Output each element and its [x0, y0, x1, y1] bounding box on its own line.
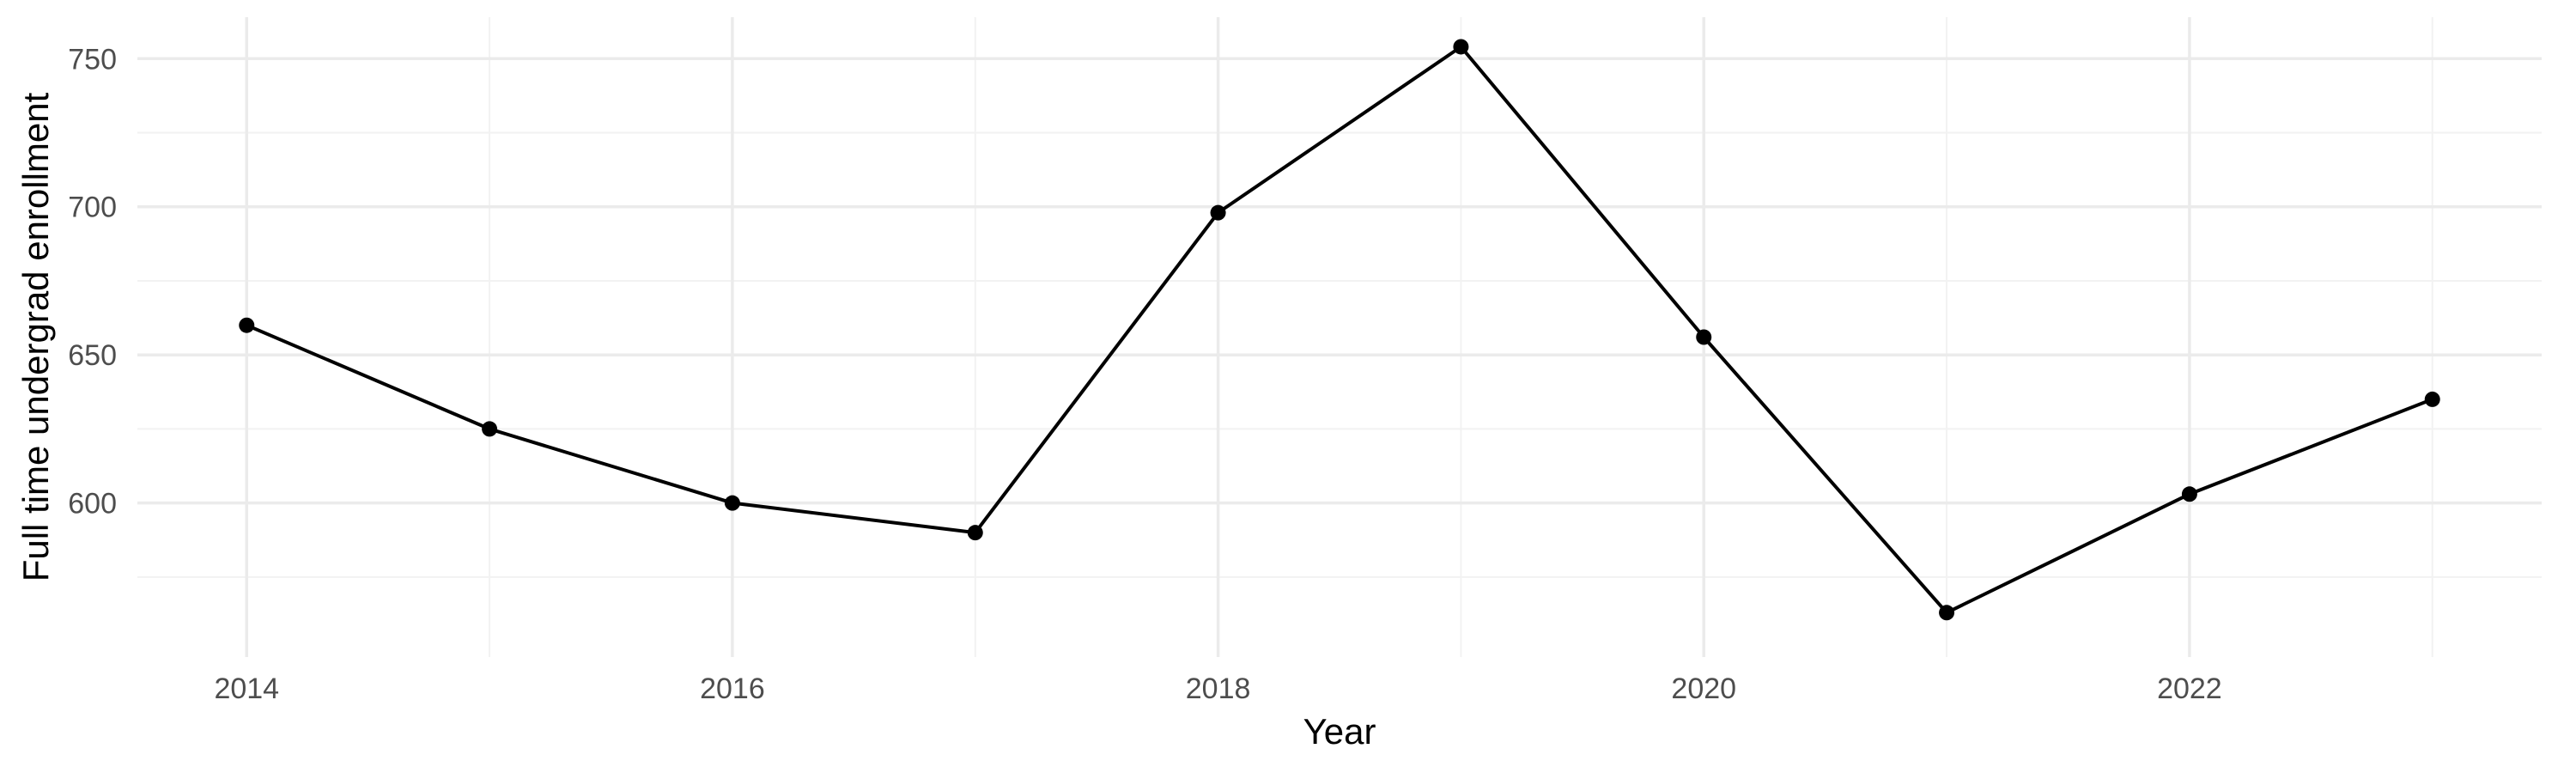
- data-point: [1453, 39, 1469, 55]
- y-tick-label: 650: [68, 339, 117, 372]
- data-point: [967, 525, 983, 541]
- x-tick-label: 2014: [214, 673, 279, 705]
- data-point: [1696, 329, 1712, 345]
- minor-gridlines-x: [489, 17, 2433, 657]
- major-gridlines-x: [245, 17, 2191, 657]
- data-point: [724, 495, 740, 511]
- y-axis-title: Full time undergrad enrollment: [15, 92, 56, 581]
- series-group: [239, 39, 2440, 621]
- x-tick-label: 2018: [1186, 673, 1251, 705]
- x-tick-labels: 2014 2016 2018 2020 2022: [214, 673, 2221, 705]
- major-gridlines-y: [137, 57, 2542, 505]
- data-point: [2424, 391, 2440, 407]
- y-tick-label: 600: [68, 488, 117, 520]
- x-tick-label: 2022: [2157, 673, 2222, 705]
- y-tick-label: 700: [68, 192, 117, 224]
- x-axis-title: Year: [1303, 711, 1376, 752]
- series-line: [246, 45, 2433, 615]
- x-tick-label: 2020: [1671, 673, 1736, 705]
- data-point: [1939, 605, 1955, 621]
- data-point: [482, 421, 498, 437]
- data-point: [1210, 204, 1226, 221]
- data-point: [239, 317, 255, 333]
- x-tick-label: 2016: [700, 673, 765, 705]
- y-tick-label: 750: [68, 43, 117, 76]
- minor-gridlines-y: [137, 131, 2542, 578]
- data-point: [2181, 486, 2197, 502]
- y-tick-labels: 600 650 700 750: [68, 43, 117, 520]
